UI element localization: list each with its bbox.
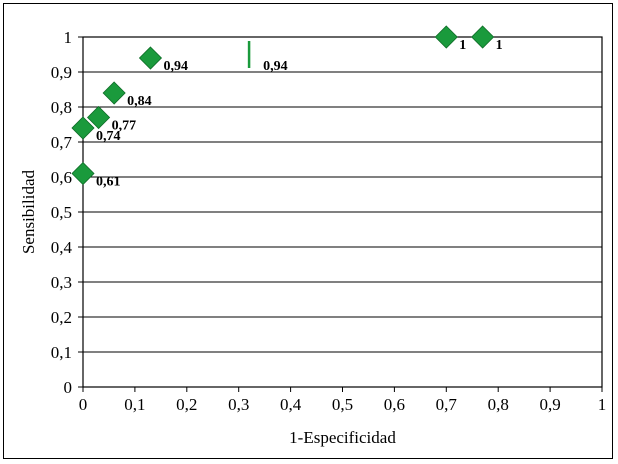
data-point-marker: [471, 25, 495, 49]
data-point-marker: [434, 25, 458, 49]
data-point-label: 0,74: [96, 129, 121, 144]
y-tick-label: 0,3: [51, 273, 72, 292]
data-point-label: 0,84: [127, 94, 152, 109]
x-tick-label: 0,9: [539, 395, 560, 414]
data-point-label: 0,94: [163, 59, 188, 74]
y-tick-label: 0,5: [51, 203, 72, 222]
x-tick-label: 0: [79, 395, 88, 414]
y-tick-label: 0,7: [51, 133, 73, 152]
y-tick-label: 0,6: [51, 168, 72, 187]
y-tick-label: 0,9: [51, 63, 72, 82]
y-axis-title: Sensibilidad: [19, 169, 38, 254]
x-tick-label: 0,6: [384, 395, 405, 414]
data-point-marker: [71, 161, 95, 186]
data-point-label: 0,61: [96, 175, 121, 190]
data-labels: 0,61 0,740,77 0,84 0,94 1 1 0,94: [96, 38, 503, 190]
data-point-marker: [87, 105, 111, 130]
data-point-marker: [138, 46, 163, 70]
partial-marker-label: 0,94: [263, 59, 288, 74]
x-tick-label: 0,5: [332, 395, 353, 414]
y-tick-label: 0,8: [51, 98, 72, 117]
x-tick-label: 0,7: [436, 395, 458, 414]
y-tick-label: 0,1: [51, 343, 72, 362]
y-tick-label: 0,2: [51, 308, 72, 327]
y-tick-label: 0,4: [51, 238, 73, 257]
x-axis-title: 1-Especificidad: [289, 428, 396, 447]
x-tick-label: 0,8: [488, 395, 509, 414]
data-points: [71, 25, 495, 186]
data-point-label: 1: [459, 38, 466, 53]
data-point-label: 0,77: [112, 119, 137, 134]
x-axis-ticks: 0 0,1 0,2 0,3 0,4 0,5 0,6 0,7 0,8 0,9 1: [79, 387, 607, 414]
y-axis-ticks: 0 0,1 0,2 0,3 0,4 0,5 0,6 0,7 0,8 0,9 1: [51, 28, 83, 397]
x-tick-label: 0,1: [124, 395, 145, 414]
x-tick-label: 0,2: [176, 395, 197, 414]
data-point-marker: [102, 81, 126, 105]
x-tick-label: 0,4: [280, 395, 302, 414]
gridlines: [83, 36, 602, 388]
chart-frame: [3, 3, 613, 459]
y-tick-label: 0: [64, 378, 73, 397]
data-point-marker: [71, 116, 95, 140]
data-point-label: 1: [496, 38, 503, 53]
x-tick-label: 1: [598, 395, 607, 414]
x-tick-label: 0,3: [228, 395, 249, 414]
y-tick-label: 1: [64, 28, 73, 47]
